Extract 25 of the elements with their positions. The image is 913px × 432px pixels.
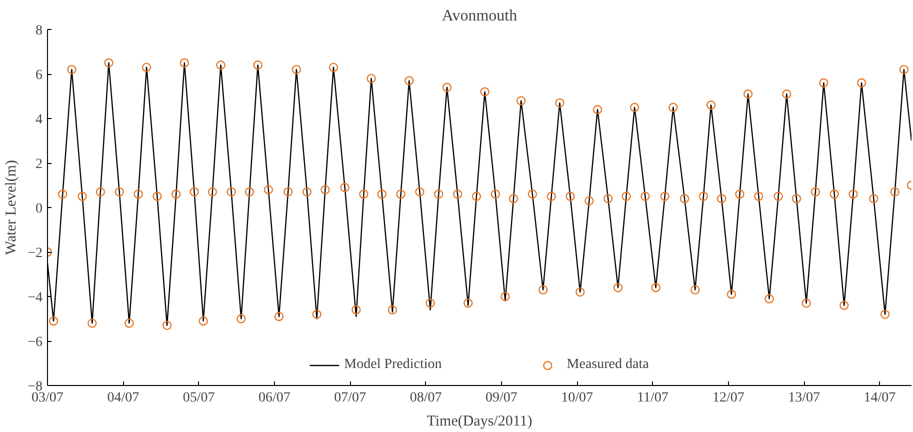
x-tick-label: 11/07 [637,390,668,406]
chart-title: Avonmouth [442,8,518,24]
y-tick-label: 4 [36,112,42,128]
x-tick-label: 03/07 [32,390,64,406]
y-tick-label: 6 [36,68,42,83]
x-axis-title: Time(Days/2011) [426,414,532,430]
y-tick-label: −4 [28,290,43,306]
x-tick-label: 04/07 [107,390,140,406]
x-tick-label: 08/07 [410,390,442,406]
y-tick-label: −2 [28,246,43,261]
x-tick-label: 12/07 [712,390,744,406]
y-tick-label: 0 [36,202,42,216]
y-axis-title: Water Level(m) [4,160,20,255]
x-tick-label: 10/07 [561,390,594,406]
x-tick-label: 09/07 [485,390,518,406]
x-tick-label: 06/07 [258,390,290,406]
x-tick-label: 07/07 [334,390,366,406]
y-tick-label: 8 [36,24,42,38]
x-tick-label: 05/07 [182,390,215,406]
x-tick-label: 14/07 [864,390,896,406]
y-tick-label: 2 [36,157,42,172]
y-tick-label: −6 [28,335,43,350]
x-tick-label: 13/07 [788,390,820,406]
legend-label: Model Prediction [344,357,442,373]
legend-label: Measured data [566,357,649,373]
